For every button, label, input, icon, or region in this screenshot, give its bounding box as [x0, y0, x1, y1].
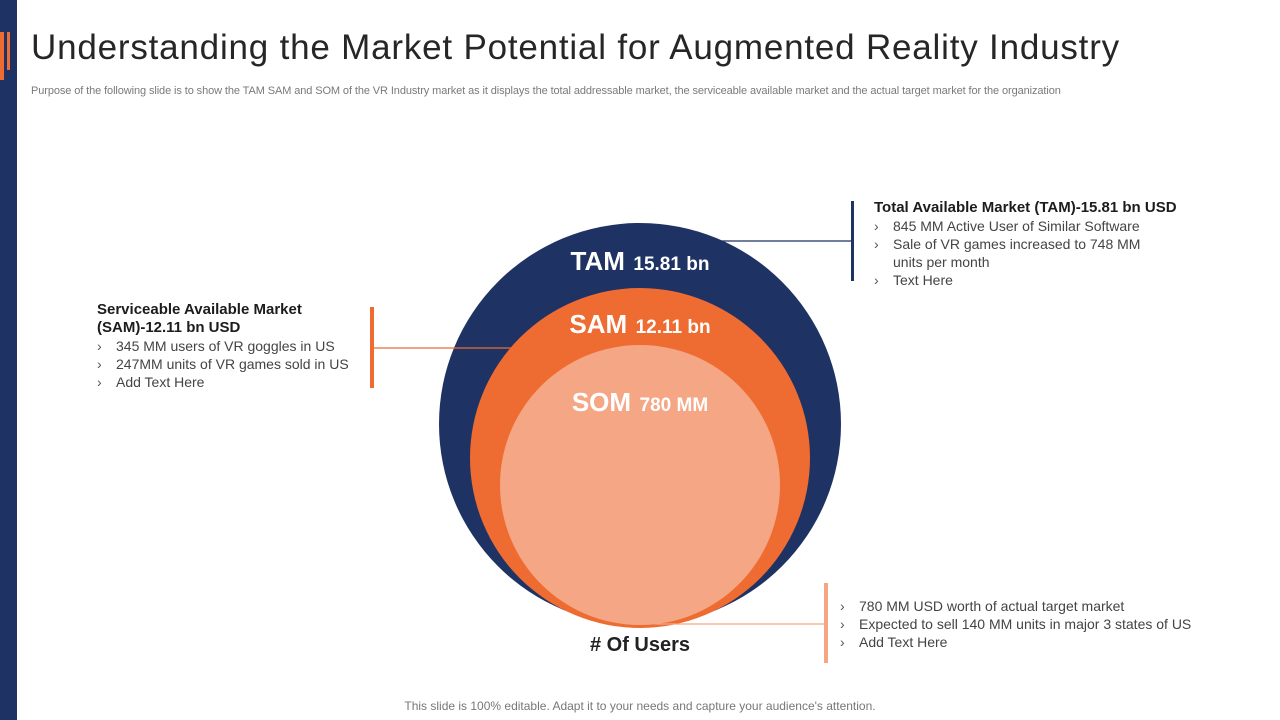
tam-item: Text Here	[874, 271, 1254, 289]
users-axis-label: # Of Users	[590, 634, 690, 656]
som-item: 780 MM USD worth of actual target market	[840, 597, 1260, 615]
som-info-block: 780 MM USD worth of actual target market…	[840, 597, 1260, 651]
left-sidebar-bar	[0, 0, 17, 720]
left-accent-stripe-inner	[7, 32, 10, 70]
sam-block-heading: Serviceable Available Market (SAM)-12.11 …	[97, 301, 302, 336]
sam-item: 247MM units of VR games sold in US	[97, 355, 367, 373]
slide-subtitle: Purpose of the following slide is to sho…	[31, 85, 1061, 97]
sam-item: 345 MM users of VR goggles in US	[97, 337, 367, 355]
tam-block-bar	[851, 201, 854, 281]
tam-item: 845 MM Active User of Similar Software	[874, 217, 1254, 235]
som-item: Add Text Here	[840, 633, 1260, 651]
sam-info-block: Serviceable Available Market (SAM)-12.11 …	[97, 301, 367, 391]
slide-footer: This slide is 100% editable. Adapt it to…	[404, 699, 876, 713]
sam-circle-label: SAM 12.11 bn	[569, 309, 710, 339]
som-item: Expected to sell 140 MM units in major 3…	[840, 615, 1260, 633]
sam-item: Add Text Here	[97, 373, 367, 391]
som-circle-label: SOM 780 MM	[572, 387, 708, 417]
tam-block-heading: Total Available Market (TAM)-15.81 bn US…	[874, 199, 1177, 216]
som-block-bar	[824, 583, 828, 663]
tam-item: Sale of VR games increased to 748 MMunit…	[874, 235, 1254, 271]
sam-block-bar	[370, 307, 374, 388]
som-circle	[500, 345, 780, 625]
tam-circle-label: TAM 15.81 bn	[571, 246, 710, 276]
left-accent-stripe	[0, 32, 4, 80]
slide-title: Understanding the Market Potential for A…	[31, 28, 1120, 67]
tam-info-block: Total Available Market (TAM)-15.81 bn US…	[874, 199, 1254, 289]
